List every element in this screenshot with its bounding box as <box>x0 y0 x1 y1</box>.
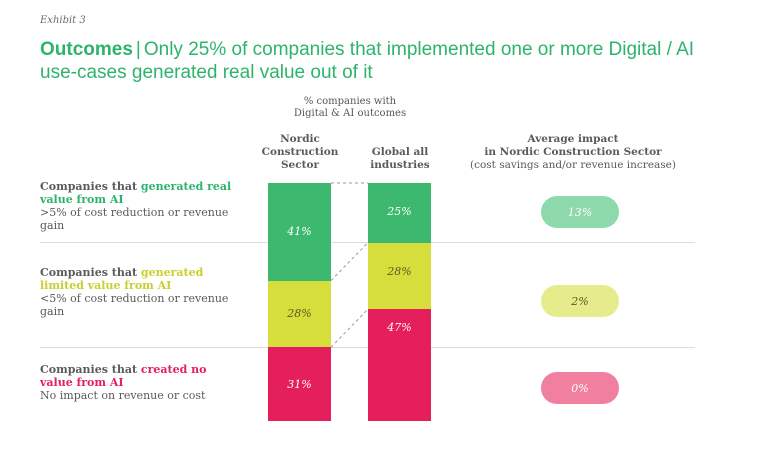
row1-lead: Companies that <box>40 180 141 193</box>
impact-pill-real: 13% <box>541 196 619 228</box>
chart-header-line2: Digital & AI outcomes <box>293 108 407 119</box>
col-global-line1: Global all <box>371 146 429 158</box>
connector-limited-none <box>330 308 369 348</box>
impact-pill-none: 0% <box>541 372 619 404</box>
title-separator: | <box>135 39 141 60</box>
col-nordic-line2: Construction <box>261 146 339 158</box>
row-label-real-value: Companies that generated real value from… <box>40 180 240 232</box>
col-global-line2: industries <box>370 159 430 171</box>
bar-global-none: 47% <box>368 309 431 421</box>
page-title: Outcomes | Only 25% of companies that impl… <box>40 38 730 84</box>
bar-label-global-limited: 28% <box>387 264 412 278</box>
col-nordic-line1: Nordic <box>280 133 320 145</box>
row1-desc: >5% of cost reduction or revenue gain <box>40 206 229 232</box>
title-bold: Outcomes <box>40 39 133 60</box>
row2-desc: <5% of cost reduction or revenue gain <box>40 292 229 318</box>
col-impact-line2: in Nordic Construction Sector <box>484 146 662 158</box>
bar-label-nordic-real: 41% <box>287 225 312 239</box>
bar-nordic-limited: 28% <box>268 280 331 348</box>
row-label-limited-value: Companies that generated limited value f… <box>40 266 240 318</box>
column-head-impact: Average impact in Nordic Construction Se… <box>458 133 688 172</box>
bar-label-nordic-none: 31% <box>287 377 312 391</box>
chart-header-line1: % companies with <box>303 96 397 107</box>
col-impact-line1: Average impact <box>527 133 619 145</box>
chart-header: % companies with Digital & AI outcomes <box>270 96 430 120</box>
row3-lead: Companies that <box>40 363 141 376</box>
col-impact-line3: (cost savings and/or revenue increase) <box>469 159 676 171</box>
row-divider-1 <box>40 242 695 243</box>
connector-real-limited <box>330 242 369 281</box>
title-rest: Only 25% of companies that implemented o… <box>40 39 695 83</box>
impact-value-real: 13% <box>567 205 593 219</box>
bar-global-limited: 28% <box>368 242 431 310</box>
impact-pill-limited: 2% <box>541 285 619 317</box>
bar-label-global-real: 25% <box>387 205 412 218</box>
impact-value-none: 0% <box>571 381 589 395</box>
bar-nordic-none: 31% <box>268 347 331 421</box>
col-nordic-line3: Sector <box>280 159 320 171</box>
exhibit-label: Exhibit 3 <box>40 15 86 26</box>
column-head-global: Global all industries <box>350 146 450 172</box>
row-divider-2 <box>40 347 695 348</box>
bar-label-nordic-limited: 28% <box>287 307 312 321</box>
row3-highlight: created no value from AI <box>40 363 207 389</box>
row2-lead: Companies that <box>40 266 141 279</box>
row2-highlight: generated limited value from AI <box>40 266 204 292</box>
row3-desc: No impact on revenue or cost <box>40 389 206 402</box>
row-label-no-value: Companies that created no value from AI … <box>40 363 230 402</box>
row1-highlight: generated real value from AI <box>40 180 232 206</box>
bar-label-global-none: 47% <box>387 321 412 335</box>
column-head-nordic: Nordic Construction Sector <box>250 133 350 172</box>
bar-global-real: 25% <box>368 183 431 243</box>
bar-nordic-real: 41% <box>268 183 331 281</box>
impact-value-limited: 2% <box>571 294 589 308</box>
